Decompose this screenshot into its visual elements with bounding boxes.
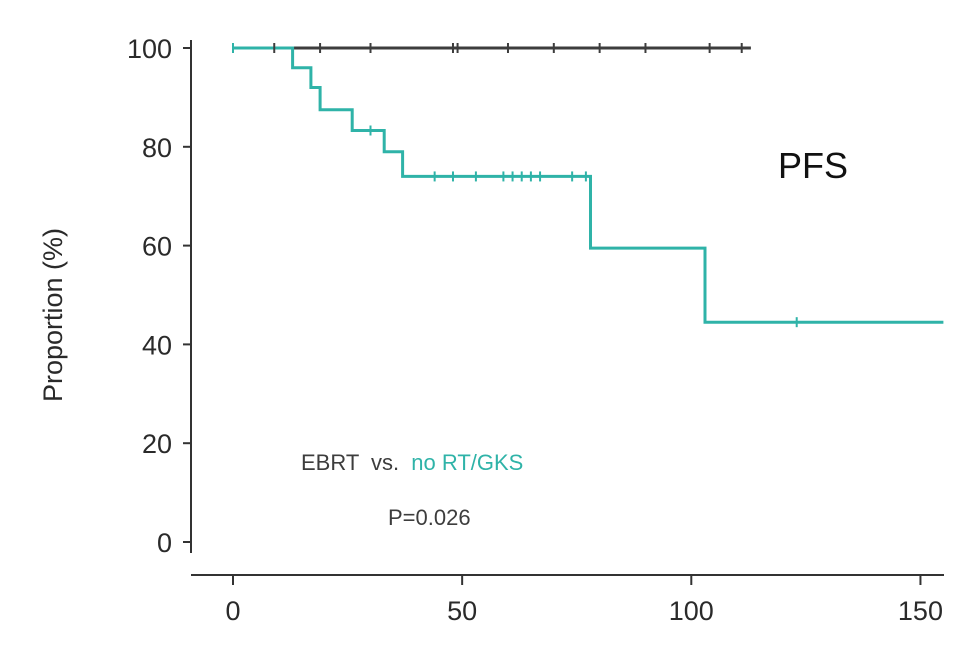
y-axis-label: Proportion (%) bbox=[38, 228, 68, 402]
x-tick-label-150: 150 bbox=[898, 596, 943, 626]
tick-marks: 100 80 60 40 20 0 0 50 100 150 bbox=[127, 34, 943, 626]
y-tick-label-60: 60 bbox=[142, 232, 172, 262]
y-tick-label-20: 20 bbox=[142, 429, 172, 459]
legend-annotation: EBRT vs. no RT/GKS bbox=[301, 450, 523, 475]
x-tick-label-0: 0 bbox=[225, 596, 240, 626]
chart-title-pfs: PFS bbox=[778, 145, 848, 186]
curve-no-rt-gks bbox=[233, 46, 944, 324]
y-tick-label-0: 0 bbox=[157, 528, 172, 558]
legend-vs: vs. bbox=[371, 450, 399, 475]
p-value: P=0.026 bbox=[388, 505, 471, 530]
y-tick-label-100: 100 bbox=[127, 34, 172, 64]
axes bbox=[190, 40, 944, 576]
legend-no-rt-gks: no RT/GKS bbox=[411, 450, 523, 475]
y-tick-label-40: 40 bbox=[142, 330, 172, 360]
legend-ebrt: EBRT bbox=[301, 450, 359, 475]
censor-marks bbox=[232, 43, 798, 328]
x-tick-label-100: 100 bbox=[669, 596, 714, 626]
y-tick-label-80: 80 bbox=[142, 133, 172, 163]
x-tick-label-50: 50 bbox=[447, 596, 477, 626]
